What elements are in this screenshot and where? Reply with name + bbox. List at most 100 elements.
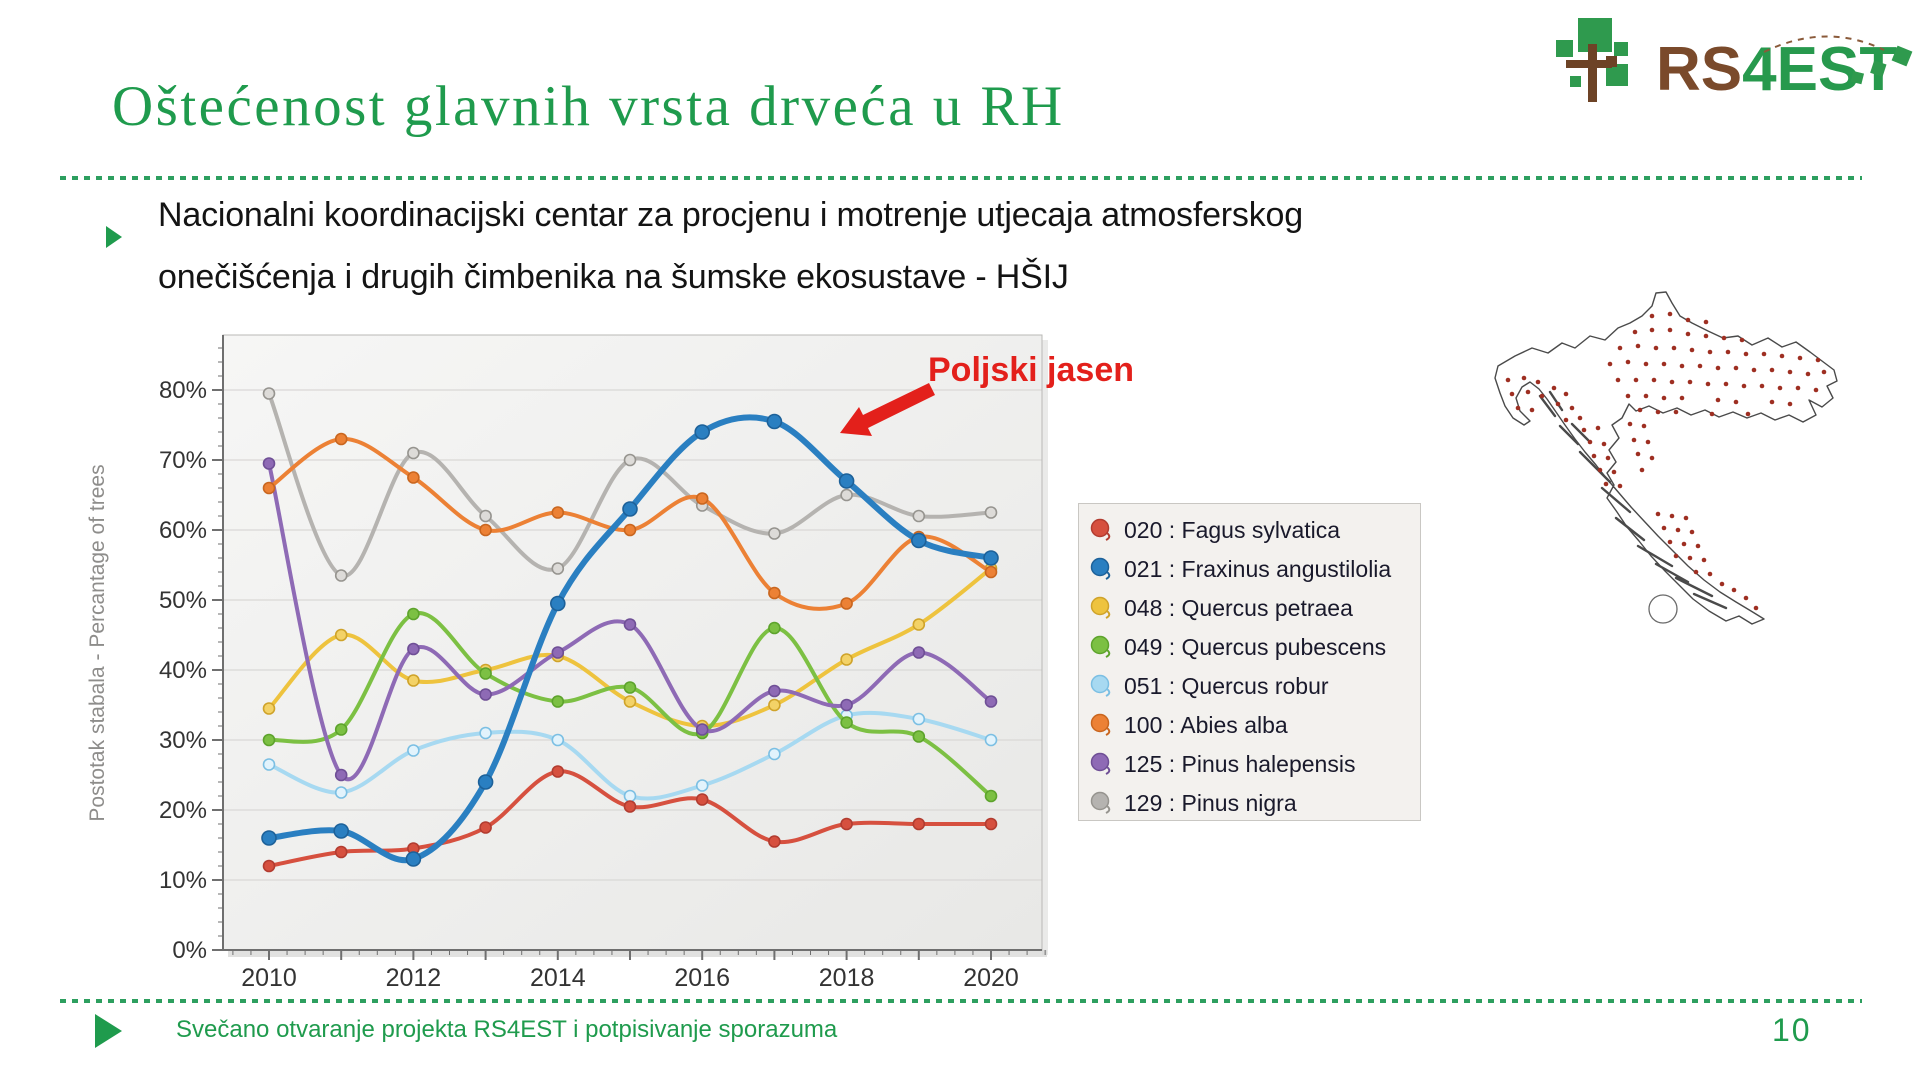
map-dot (1673, 409, 1679, 415)
logo-wordmark: RS4EST (1656, 34, 1898, 104)
map-dot (1703, 319, 1709, 325)
series-021 (261, 413, 999, 867)
map-dot (1681, 541, 1687, 547)
legend-item: 125 : Pinus halepensis (1089, 745, 1420, 784)
map-dot (1743, 351, 1749, 357)
series-marker-icon (1090, 557, 1111, 580)
legend-item-label: 125 : Pinus halepensis (1124, 751, 1356, 777)
legend-item: 020 : Fagus sylvatica (1089, 511, 1420, 550)
map-dot (1751, 367, 1757, 373)
damage-trend-chart: 0% 10% 20% 30% 40% 50% 60% 70% 80% 2010 2012 2014 20… (86, 334, 1048, 992)
map-dot (1779, 353, 1785, 359)
map-dot (1637, 407, 1643, 413)
legend-item: 021 : Fraxinus angustilolia (1089, 550, 1420, 589)
map-dot (1797, 355, 1803, 361)
map-dot (1563, 391, 1569, 397)
series-020 (262, 765, 998, 873)
map-dot (1525, 389, 1531, 395)
map-dot (1595, 425, 1601, 431)
map-dot (1769, 399, 1775, 405)
map-dot (1649, 455, 1655, 461)
map-dot (1669, 513, 1675, 519)
map-dot (1635, 343, 1641, 349)
map-dot (1777, 385, 1783, 391)
svg-text:20%: 20% (159, 797, 207, 824)
map-dot (1611, 469, 1617, 475)
map-dot (1679, 395, 1685, 401)
chart-legend: 020 : Fagus sylvatica 021 : Fraxinus angu… (1078, 503, 1421, 821)
svg-text:2016: 2016 (674, 964, 730, 992)
map-dot (1813, 387, 1819, 393)
map-dot (1667, 327, 1673, 333)
map-dot (1627, 421, 1633, 427)
map-dot (1577, 415, 1583, 421)
legend-item: 129 : Pinus nigra (1089, 784, 1420, 823)
map-dot (1605, 455, 1611, 461)
map-dot (1679, 363, 1685, 369)
map-dot (1675, 527, 1681, 533)
map-dot (1715, 397, 1721, 403)
map-dot (1631, 437, 1637, 443)
map-dot (1741, 383, 1747, 389)
map-dot (1725, 349, 1731, 355)
page-title: Oštećenost glavnih vrsta drveća u RH (112, 75, 1065, 138)
map-dot (1683, 515, 1689, 521)
legend-item-label: 051 : Quercus robur (1124, 673, 1329, 699)
map-dot (1687, 379, 1693, 385)
map-dot (1733, 399, 1739, 405)
bullet-text: Nacionalni koordinacijski centar za proc… (158, 184, 1303, 308)
footer-text: Svečano otvaranje projekta RS4EST i potp… (176, 1016, 838, 1043)
svg-text:Postotak stabala - Percantage: Postotak stabala - Percantage of trees (86, 464, 109, 821)
legend-item-label: 129 : Pinus nigra (1124, 790, 1297, 816)
map-dot (1721, 335, 1727, 341)
map-dot (1719, 581, 1725, 587)
series-marker-icon (1090, 752, 1111, 775)
map-dot (1667, 539, 1673, 545)
croatia-map (1494, 291, 1838, 625)
legend-item-label: 021 : Fraxinus angustilolia (1124, 556, 1392, 582)
map-dot (1607, 361, 1613, 367)
map-dot (1625, 359, 1631, 365)
svg-text:30%: 30% (159, 727, 207, 754)
svg-text:0%: 0% (172, 937, 207, 964)
map-dot (1733, 365, 1739, 371)
series-marker-icon (1090, 518, 1111, 541)
legend-item-label: 100 : Abies alba (1124, 712, 1288, 738)
map-dot (1731, 587, 1737, 593)
annotation-label: Poljski jasen (928, 351, 1134, 389)
map-dot (1743, 595, 1749, 601)
svg-text:40%: 40% (159, 657, 207, 684)
map-dot (1695, 543, 1701, 549)
map-dot (1707, 349, 1713, 355)
bullet-text-line-2: onečišćenja i drugih čimbenika na šumske… (158, 258, 1069, 296)
svg-text:60%: 60% (159, 517, 207, 544)
map-dot (1697, 363, 1703, 369)
bullet-triangle-icon (106, 226, 122, 248)
map-dot (1653, 345, 1659, 351)
map-dot (1707, 571, 1713, 577)
map-dot (1617, 345, 1623, 351)
legend-item: 100 : Abies alba (1089, 706, 1420, 745)
map-dot (1639, 467, 1645, 473)
rs4est-logo: RS4EST (1548, 8, 1920, 113)
legend-item: 051 : Quercus robur (1089, 667, 1420, 706)
svg-text:2018: 2018 (819, 964, 875, 992)
map-dot (1645, 439, 1651, 445)
svg-text:2020: 2020 (963, 964, 1019, 992)
map-dot (1661, 525, 1667, 531)
map-dot (1569, 405, 1575, 411)
map-dot (1805, 371, 1811, 377)
map-dot (1539, 393, 1545, 399)
map-dot (1551, 385, 1557, 391)
map-dot (1661, 361, 1667, 367)
map-dot (1687, 555, 1693, 561)
svg-text:2010: 2010 (241, 964, 297, 992)
map-dot (1745, 411, 1751, 417)
legend-item: 049 : Quercus pubescens (1089, 628, 1420, 667)
map-dot (1701, 557, 1707, 563)
legend-item: 048 : Quercus petraea (1089, 589, 1420, 628)
svg-text:70%: 70% (159, 447, 207, 474)
islands-outline (1538, 390, 1728, 610)
map-dot (1723, 381, 1729, 387)
series-049 (262, 607, 998, 803)
